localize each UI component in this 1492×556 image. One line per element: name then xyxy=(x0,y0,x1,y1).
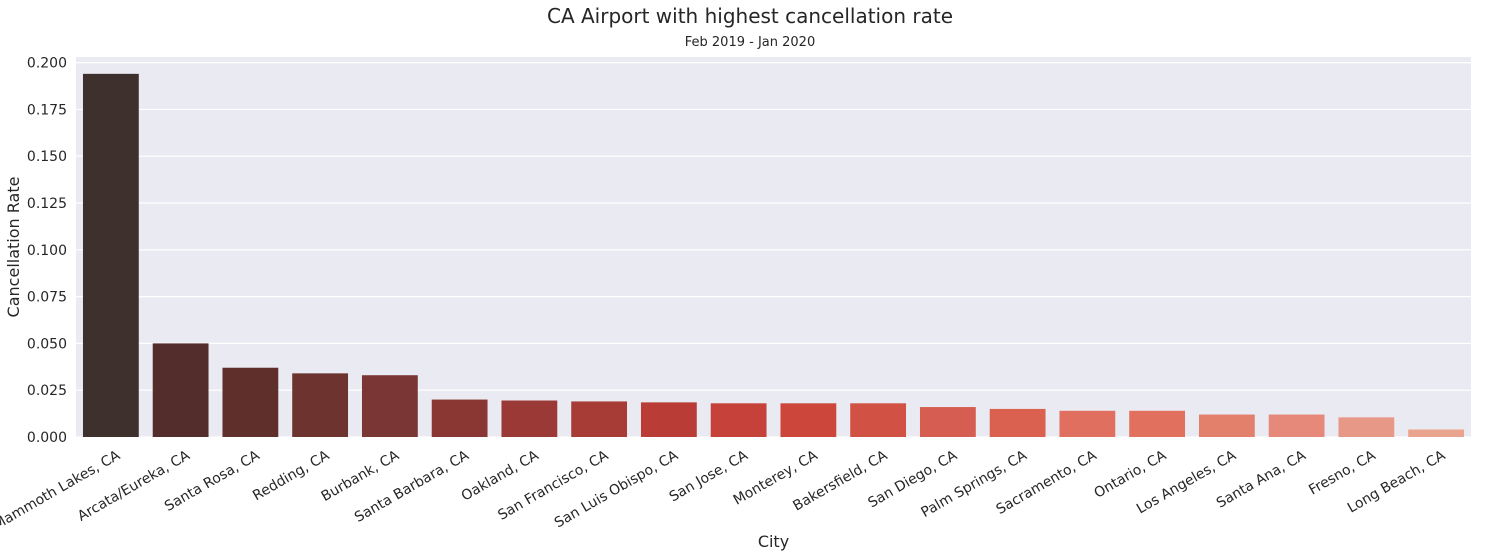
bar-santa-rosa-ca xyxy=(222,367,279,437)
x-tick-label: Mammoth Lakes, CA xyxy=(0,447,123,533)
bar-redding-ca xyxy=(292,373,349,437)
y-tick-labels: 0.000 0.025 0.050 0.075 0.100 0.125 0.150 0.175… xyxy=(27,56,67,446)
bar-palm-springs-ca xyxy=(989,408,1046,437)
y-tick-label: 0.125 xyxy=(27,196,67,212)
bar-ontario-ca xyxy=(1129,410,1186,437)
bar-fresno-ca xyxy=(1338,417,1395,437)
bar-los-angeles-ca xyxy=(1198,414,1255,437)
bar-santa-ana-ca xyxy=(1268,414,1325,437)
bar-long-beach-ca xyxy=(1408,429,1465,437)
y-tick-label: 0.050 xyxy=(27,336,67,352)
bar-burbank-ca xyxy=(361,375,418,437)
bar-san-luis-obispo-ca xyxy=(640,402,697,437)
y-tick-label: 0.175 xyxy=(27,102,67,118)
bar-san-francisco-ca xyxy=(571,401,628,437)
y-tick-label: 0.150 xyxy=(27,149,67,165)
y-tick-label: 0.200 xyxy=(27,56,67,72)
chart-title: CA Airport with highest cancellation rat… xyxy=(546,4,954,28)
chart-subtitle: Feb 2019 - Jan 2020 xyxy=(684,35,816,50)
y-axis-label: Cancellation Rate xyxy=(4,177,23,318)
y-tick-label: 0.075 xyxy=(27,290,67,306)
bar-sacramento-ca xyxy=(1059,410,1116,437)
y-tick-label: 0.100 xyxy=(27,243,67,259)
bar-monterey-ca xyxy=(780,403,837,437)
y-tick-label: 0.025 xyxy=(27,383,67,399)
bar-san-jose-ca xyxy=(710,403,767,437)
x-tick-label: Arcata/Eureka, CA xyxy=(75,447,193,524)
bar-bakersfield-ca xyxy=(850,403,907,437)
bar-oakland-ca xyxy=(501,400,558,437)
bar-arcata-eureka-ca xyxy=(152,343,209,437)
bar-mammoth-lakes-ca xyxy=(82,73,139,437)
plot-area xyxy=(76,57,1471,437)
bar-san-diego-ca xyxy=(919,407,976,437)
bars xyxy=(82,73,1465,437)
y-tick-label: 0.000 xyxy=(27,430,67,446)
x-tick-label: Santa Barbara, CA xyxy=(352,447,472,525)
x-tick-label: San Luis Obispo, CA xyxy=(552,447,681,531)
x-axis-label: City xyxy=(758,532,789,551)
bar-santa-barbara-ca xyxy=(431,399,488,437)
